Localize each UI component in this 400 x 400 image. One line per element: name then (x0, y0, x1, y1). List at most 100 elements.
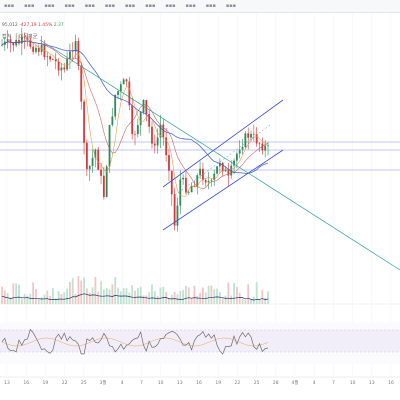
volume-bar (77, 276, 80, 304)
toolbar-item[interactable]: ▪▪▪ (44, 3, 55, 9)
candle-body (168, 155, 170, 171)
volume-bar (18, 284, 20, 304)
candle-body (97, 149, 100, 170)
tab-moving-average[interactable]: 이동평균 (18, 34, 38, 40)
volume-bar (196, 295, 199, 304)
volume-bar (57, 291, 60, 304)
volume-bar (12, 283, 15, 304)
volume-bar (85, 288, 88, 304)
volume-bar (235, 286, 238, 304)
volume-bar (6, 293, 9, 304)
volume-bar (139, 286, 142, 304)
volume-bar (32, 282, 35, 304)
x-axis: 13 16 19 22 25 3월 4 7 10 13 16 19 22 25 28 4월 4 7 10 13 16 (0, 376, 400, 386)
toolbar-item[interactable]: ▪▪▪ (165, 3, 176, 9)
candle-body (261, 143, 264, 151)
x-tick-label: 19 (215, 380, 221, 386)
volume-bar (114, 277, 117, 304)
candle-body (9, 39, 12, 43)
candle-body (111, 116, 114, 125)
volume-bar (94, 276, 97, 304)
volume-bar (187, 287, 190, 304)
toolbar-item[interactable]: ▪▪▪ (4, 3, 15, 9)
volume-bar (80, 280, 83, 304)
chart-mini-toolbar[interactable]: 캡쳐 이동평균 (2, 33, 43, 40)
toolbar-item[interactable]: ▪▪▪ (24, 3, 35, 9)
candle-body (264, 145, 267, 151)
candle-body (134, 134, 136, 135)
volume-bar (40, 297, 43, 304)
candle-body (88, 165, 91, 170)
candle-body (136, 125, 139, 135)
toolbar-item[interactable]: ▪▪▪ (104, 3, 116, 9)
candle-body (235, 153, 238, 161)
x-tick-label: 3월 (99, 379, 106, 386)
volume-bar (119, 291, 122, 304)
x-tick-label: 16 (23, 380, 29, 386)
candle-body (131, 105, 134, 135)
candle-body (35, 47, 37, 52)
volume-bar (111, 284, 114, 304)
candle-body (156, 137, 159, 146)
volume-bar (46, 290, 49, 304)
volume-bar (136, 287, 139, 304)
toolbar-item[interactable]: ▪▪▪ (125, 3, 136, 9)
volume-bar (9, 297, 12, 304)
toolbar-item[interactable]: ▪▪▪ (84, 3, 95, 9)
candle-body (250, 133, 252, 138)
candle-body (117, 91, 119, 95)
info-value-1: 95,012 (2, 23, 18, 28)
volume-bar (244, 299, 247, 304)
candle-body (80, 65, 83, 102)
moving-average-lines (1, 39, 269, 197)
volume-bar (216, 288, 218, 304)
candle-body (176, 205, 179, 226)
info-value-4: 2.37 (53, 23, 64, 28)
info-value-3: 1.45% (38, 23, 53, 28)
x-tick-label: 16 (196, 380, 202, 386)
candle-body (218, 162, 221, 167)
toolbar-item[interactable]: ▪▪▪ (205, 3, 216, 9)
volume-bar (145, 295, 148, 304)
toolbar-item[interactable]: ▪▪▪ (145, 3, 156, 9)
candle-body (247, 133, 250, 138)
volume-bar (218, 291, 221, 304)
volume-bar (35, 288, 37, 304)
toolbar-item[interactable]: ▪▪▪ (225, 3, 237, 9)
candle-body (128, 81, 131, 106)
candle-body (32, 46, 35, 52)
candle-body (125, 79, 128, 82)
volume-bar (37, 299, 40, 304)
candle-body (54, 59, 57, 62)
toolbar-item[interactable]: ▪▪▪ (64, 3, 75, 9)
x-tick-label: 10 (350, 380, 356, 386)
candle-body (94, 149, 97, 158)
x-tick-label: 25 (254, 380, 260, 386)
candle-body (66, 58, 68, 70)
candle-body (224, 170, 227, 172)
candle-body (105, 166, 108, 197)
candle-body (185, 177, 187, 193)
volume-bar (255, 282, 258, 304)
candle-body (60, 67, 63, 71)
volume-bar (233, 282, 235, 304)
candle-body (241, 147, 244, 150)
volume-bar (52, 288, 54, 304)
candle-body (204, 180, 207, 183)
x-tick-label: 7 (332, 380, 335, 386)
volume-bar (230, 295, 233, 304)
volume-bar (264, 297, 267, 304)
volume-bar (238, 292, 241, 304)
volume-bar (267, 291, 269, 304)
candle-body (37, 47, 40, 52)
candle-body (238, 149, 241, 154)
x-tick-label: 4월 (291, 379, 298, 386)
x-tick-label: 13 (177, 380, 183, 386)
candle-body (216, 166, 218, 174)
volume-bar (49, 296, 52, 304)
toolbar-item[interactable]: ▪▪▪ (185, 3, 196, 9)
volume-bar (151, 284, 153, 304)
volume-bar (153, 291, 156, 304)
tab-capture[interactable]: 캡쳐 (2, 34, 12, 40)
